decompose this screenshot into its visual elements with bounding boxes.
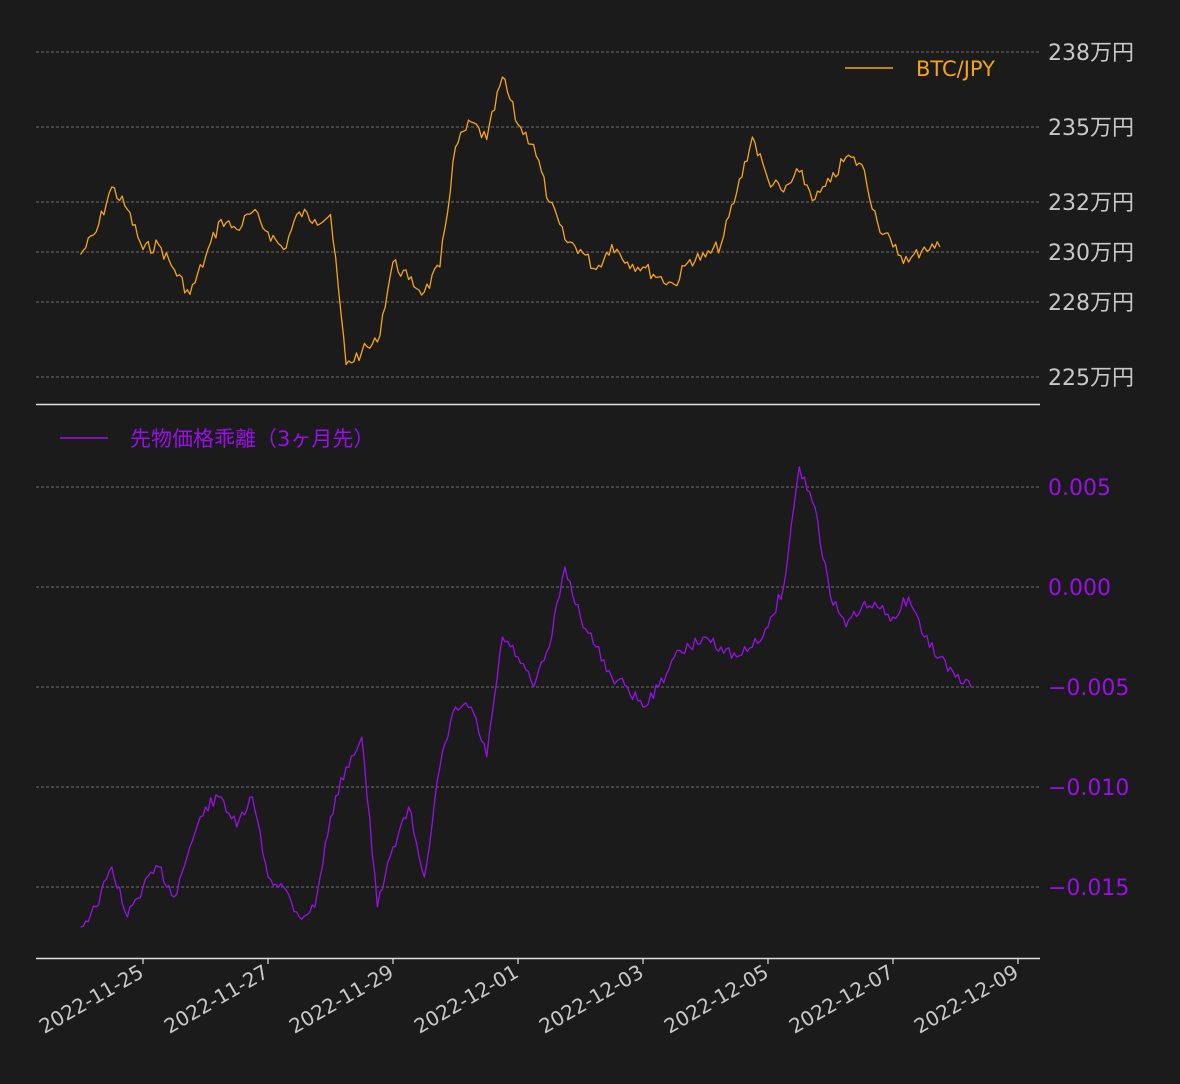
btc-y-tick-label: 230万円 (1048, 241, 1134, 266)
series-lines (79, 76, 972, 928)
basis-line (80, 466, 972, 928)
btc-y-tick-label: 228万円 (1048, 291, 1134, 316)
basis-y-tick-label: −0.015 (1048, 876, 1129, 901)
legends: BTC/JPY 先物価格乖離（3ヶ月先） (60, 57, 995, 451)
axes (36, 403, 1040, 960)
legend-basis-label: 先物価格乖離（3ヶ月先） (130, 427, 374, 451)
btc-jpy-line (79, 76, 941, 366)
basis-y-tick-label: −0.010 (1048, 776, 1129, 801)
btc-y-tick-label: 232万円 (1048, 191, 1134, 216)
basis-y-tick-label: −0.005 (1048, 676, 1129, 701)
btc-gridlines (36, 51, 1040, 378)
btc-y-tick-label: 238万円 (1048, 41, 1134, 66)
basis-y-tick-label: 0.000 (1048, 576, 1111, 601)
legend-btc-label: BTC/JPY (916, 57, 995, 81)
basis-gridlines (36, 486, 1040, 888)
btc-y-tick-label: 235万円 (1048, 116, 1134, 141)
btc-y-tick-label: 225万円 (1048, 366, 1134, 391)
basis-y-tick-label: 0.005 (1048, 476, 1111, 501)
